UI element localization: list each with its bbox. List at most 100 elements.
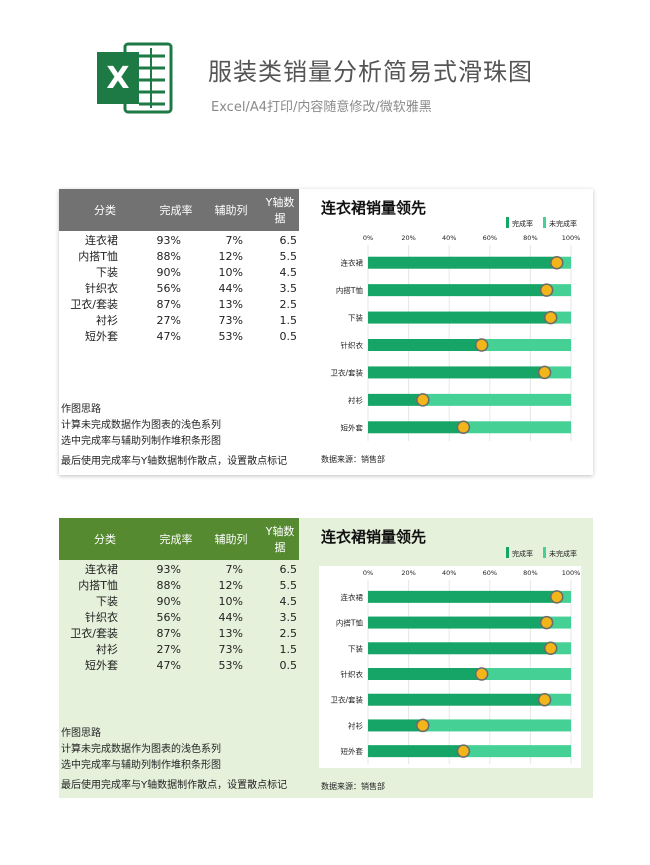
header-helper: 辅助列	[214, 533, 248, 546]
x-tick-label: 100%	[562, 569, 581, 577]
x-tick-label: 20%	[401, 234, 415, 242]
table-row: 内搭T恤 88% 12% 5.5	[78, 250, 297, 263]
table-row: 内搭T恤 88% 12% 5.5	[78, 579, 297, 592]
table-row: 针织衣 56% 44% 3.5	[85, 282, 297, 295]
legend-swatch-done	[506, 217, 509, 228]
x-tick-label: 40%	[442, 569, 456, 577]
bar-done	[368, 366, 545, 379]
table-row: 衬衫 27% 73% 1.5	[96, 314, 297, 327]
bar-remaining	[481, 339, 571, 351]
method-notes: 作图思路 计算未完成数据作为图表的浅色系列 选中完成率与辅助列制作堆积条形图 最…	[61, 726, 287, 794]
notes-line: 计算未完成数据作为图表的浅色系列	[61, 744, 221, 755]
notes-heading: 作图思路	[61, 728, 101, 739]
bar-done	[368, 393, 423, 406]
x-tick-label: 40%	[442, 234, 456, 242]
bar-done	[368, 616, 547, 629]
slider-bead-chart: 完成率 未完成率 0% 20% 40% 60% 80% 100% 连衣裙内搭T恤下装针织衣卫衣/…	[319, 217, 581, 445]
slider-dot	[539, 615, 554, 630]
bar-remaining	[422, 719, 571, 732]
notes-line: 计算未完成数据作为图表的浅色系列	[61, 420, 221, 431]
table-header: 分类 完成率 辅助列 Y轴数据	[59, 189, 299, 231]
category-label: 内搭T恤	[336, 285, 364, 295]
bar-done	[368, 642, 551, 655]
table-row: 连衣裙 93% 7% 6.5	[85, 563, 297, 576]
slider-dot	[539, 283, 554, 297]
legend-label-done: 完成率	[512, 219, 533, 228]
chart-title: 连衣裙销量领先	[321, 528, 427, 546]
bar-remaining	[544, 366, 571, 379]
data-source: 数据来源：销售部	[321, 782, 385, 791]
notes-line: 选中完成率与辅助列制作堆积条形图	[61, 760, 221, 771]
chart-panel: 连衣裙销量领先 完成率 未完成率 0% 20% 40% 60% 80% 100% 连衣裙 内搭T恤…	[319, 189, 593, 475]
legend-swatch-remaining	[543, 217, 546, 228]
bar-remaining	[463, 745, 571, 758]
bar-done	[368, 256, 557, 269]
card-gray: 分类 完成率 辅助列 Y轴数据 连衣裙 93% 7% 6.5 内搭T恤 88% 12% 5.…	[59, 189, 593, 475]
bar-done	[368, 693, 545, 706]
x-tick-label: 20%	[401, 569, 415, 577]
x-tick-label: 100%	[562, 234, 581, 242]
notes-line: 最后使用完成率与Y轴数据制作散点，设置散点标记	[61, 780, 288, 791]
bar-remaining	[481, 668, 571, 680]
bar-done	[368, 311, 551, 324]
slider-dot	[474, 338, 489, 352]
slider-dot	[416, 718, 430, 733]
slider-bead-chart: 完成率 未完成率 0% 20% 40% 60% 80% 100% 连衣裙内搭T恤下装针织衣卫衣/…	[319, 547, 581, 768]
header-completion: 完成率	[159, 533, 193, 546]
category-label: 下装	[348, 643, 363, 653]
category-label: 下装	[348, 313, 363, 323]
slider-dot	[543, 310, 558, 325]
header-y-axis: Y轴数据	[265, 196, 295, 225]
header-category: 分类	[94, 533, 116, 546]
data-source: 数据来源：销售部	[321, 455, 385, 464]
header-y-axis: Y轴数据	[265, 525, 295, 554]
slider-dot	[537, 365, 552, 380]
category-label: 卫衣/套装	[330, 695, 363, 705]
bar-remaining	[546, 616, 571, 629]
bar-remaining	[463, 421, 571, 434]
slider-dot	[537, 692, 552, 707]
bar-done	[368, 284, 547, 297]
svg-text:X: X	[106, 61, 129, 96]
category-label: 连衣裙	[341, 592, 364, 602]
bar-done	[368, 719, 423, 732]
chart-panel: 连衣裙销量领先 完成率 未完成率 0% 20% 40% 60% 80% 100% 连衣裙 内搭T恤…	[319, 518, 593, 798]
notes-line: 选中完成率与辅助列制作堆积条形图	[61, 436, 221, 447]
table-row: 短外套 47% 53% 0.5	[85, 659, 297, 672]
category-label: 针织衣	[341, 669, 364, 679]
table-header: 分类 完成率 辅助列 Y轴数据	[59, 518, 299, 560]
bar-done	[368, 668, 482, 680]
table-row: 下装 90% 10% 4.5	[96, 595, 297, 608]
legend-label-done: 完成率	[512, 549, 533, 558]
category-label: 卫衣/套装	[330, 367, 363, 377]
table-row: 卫衣/套装 87% 13% 2.5	[70, 298, 297, 311]
slider-dot	[456, 420, 471, 435]
header-helper: 辅助列	[214, 204, 248, 217]
slider-dot	[543, 641, 558, 656]
x-tick-label: 0%	[363, 569, 373, 577]
bar-done	[368, 339, 482, 351]
table-row: 卫衣/套装 87% 13% 2.5	[70, 627, 297, 640]
legend-swatch-done	[506, 547, 509, 558]
category-label: 衬衫	[348, 720, 363, 730]
notes-heading: 作图思路	[61, 404, 101, 415]
category-label: 内搭T恤	[336, 618, 364, 628]
card-green: 分类 完成率 辅助列 Y轴数据 连衣裙 93% 7% 6.5 内搭T恤 88% 12% 5.…	[59, 518, 593, 798]
table-row: 下装 90% 10% 4.5	[96, 266, 297, 279]
bar-remaining	[544, 693, 571, 706]
slider-dot	[416, 393, 430, 407]
slider-dot	[474, 667, 489, 681]
table-row: 短外套 47% 53% 0.5	[85, 330, 297, 343]
legend-label-remaining: 未完成率	[549, 549, 577, 558]
category-label: 衬衫	[348, 395, 363, 405]
x-tick-label: 0%	[363, 234, 373, 242]
bar-remaining	[422, 393, 571, 406]
table-row: 连衣裙 93% 7% 6.5	[85, 234, 297, 247]
header-category: 分类	[94, 204, 116, 217]
category-label: 短外套	[341, 422, 364, 432]
header-completion: 完成率	[159, 204, 193, 217]
x-tick-label: 80%	[523, 569, 537, 577]
table-body: 连衣裙 93% 7% 6.5 内搭T恤 88% 12% 5.5 下装 90% 10% 4.5 针织…	[59, 562, 299, 674]
page-title: 服装类销量分析简易式滑珠图	[208, 58, 533, 86]
chart-title: 连衣裙销量领先	[321, 199, 427, 217]
